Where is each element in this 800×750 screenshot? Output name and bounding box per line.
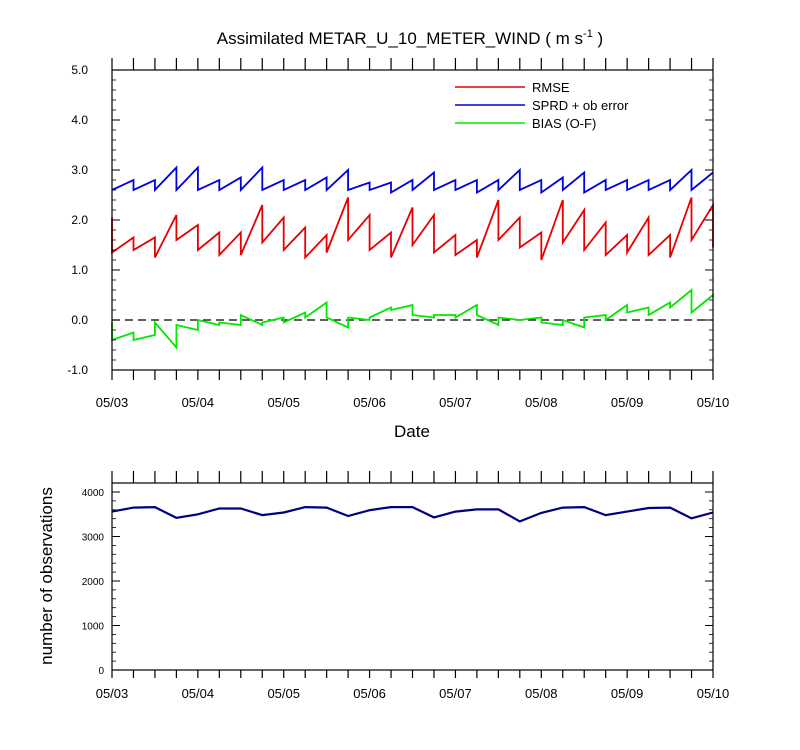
legend-label-rmse: RMSE: [532, 80, 570, 95]
series-line-bias-o-f: [111, 288, 714, 350]
legend-label-bias: BIAS (O-F): [532, 116, 596, 131]
x-tick-label: 05/06: [353, 395, 386, 410]
top-chart-title: Assimilated METAR_U_10_METER_WIND ( m s-…: [217, 28, 603, 48]
bottom-y-tick-labels: 0 1000 2000 3000 4000: [82, 488, 105, 677]
x-tick-label: 05/03: [96, 395, 129, 410]
y-tick-label: 2000: [82, 577, 105, 588]
x-tick-label: 05/10: [697, 686, 730, 701]
x-tick-label: 05/07: [439, 395, 472, 410]
x-tick-label: 05/09: [611, 395, 644, 410]
y-tick-label: 5.0: [71, 63, 88, 77]
series-line-sprd-ob-error: [111, 165, 714, 195]
x-tick-label: 05/08: [525, 686, 558, 701]
y-tick-label: -1.0: [67, 363, 88, 377]
bottom-x-tick-labels: 05/03 05/04 05/05 05/06 05/07 05/08 05/09 05/10: [96, 686, 730, 701]
y-tick-label: 3000: [82, 533, 105, 544]
x-tick-label: 05/05: [267, 395, 300, 410]
y-tick-label: 0.0: [71, 313, 88, 327]
bottom-axis-ticks: [111, 471, 714, 678]
top-axis-ticks: [111, 58, 714, 380]
top-legend: RMSE SPRD + ob error BIAS (O-F): [455, 80, 629, 131]
bottom-y-axis-label: number of observations: [37, 487, 56, 665]
x-tick-label: 05/04: [182, 686, 215, 701]
legend-label-sprd: SPRD + ob error: [532, 98, 629, 113]
x-tick-label: 05/09: [611, 686, 644, 701]
x-tick-label: 05/10: [697, 395, 730, 410]
x-tick-label: 05/05: [267, 686, 300, 701]
top-y-tick-labels: -1.0 0.0 1.0 2.0 3.0 4.0 5.0: [67, 63, 88, 377]
bottom-series-lines: [111, 505, 714, 523]
top-chart: Assimilated METAR_U_10_METER_WIND ( m s-…: [67, 28, 729, 441]
top-x-axis-label: Date: [394, 422, 430, 441]
y-tick-label: 2.0: [71, 213, 88, 227]
y-tick-label: 3.0: [71, 163, 88, 177]
title-unit-superscript: -1: [583, 28, 593, 40]
y-tick-label: 1000: [82, 622, 105, 633]
y-tick-label: 4000: [82, 488, 105, 499]
series-line-rmse: [111, 197, 714, 261]
y-tick-label: 0: [98, 666, 104, 677]
series-line-observation-count: [111, 505, 714, 523]
top-series-lines: [111, 165, 714, 350]
y-tick-label: 4.0: [71, 113, 88, 127]
top-x-tick-labels: 05/03 05/04 05/05 05/06 05/07 05/08 05/09 05/10: [96, 395, 730, 410]
y-tick-label: 1.0: [71, 263, 88, 277]
x-tick-label: 05/04: [182, 395, 215, 410]
bottom-plot-frame: [111, 482, 714, 671]
x-tick-label: 05/08: [525, 395, 558, 410]
x-tick-label: 05/07: [439, 686, 472, 701]
x-tick-label: 05/03: [96, 686, 129, 701]
x-tick-label: 05/06: [353, 686, 386, 701]
